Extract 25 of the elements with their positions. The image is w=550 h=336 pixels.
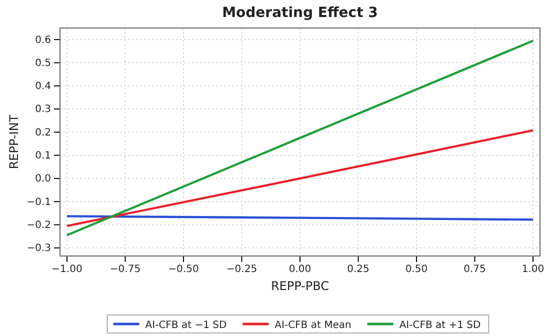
x-tick-label: 0.25 <box>347 264 370 276</box>
x-tick-label: 0.75 <box>464 264 486 276</box>
x-tick-label: −0.50 <box>168 264 199 276</box>
x-tick-label: −0.75 <box>110 264 141 276</box>
y-tick-label: 0.0 <box>35 174 51 185</box>
chart-title: Moderating Effect 3 <box>222 5 378 21</box>
y-tick-label: 0.5 <box>35 58 51 69</box>
y-tick-label: −0.3 <box>26 243 51 254</box>
x-tick-label: −1.00 <box>52 264 82 276</box>
y-tick-label: 0.1 <box>35 150 51 162</box>
x-tick-label: 0.50 <box>405 264 428 276</box>
legend-label: AI-CFB at −1 SD <box>145 320 227 331</box>
y-tick-label: 0.2 <box>35 127 51 138</box>
x-axis-title: REPP-PBC <box>270 279 330 293</box>
y-tick-label: 0.6 <box>35 34 51 46</box>
y-axis-title: REPP-INT <box>7 114 21 170</box>
legend-label: AI-CFB at Mean <box>274 320 352 331</box>
x-tick-label: −0.25 <box>226 264 258 276</box>
y-tick-label: 0.4 <box>35 81 51 92</box>
y-tick-label: −0.1 <box>26 196 51 208</box>
y-tick-label: 0.3 <box>35 104 51 116</box>
x-tick-label: 0.00 <box>288 264 312 276</box>
x-tick-label: 1.00 <box>522 264 544 276</box>
y-tick-label: −0.2 <box>26 220 51 231</box>
legend-label: AI-CFB at +1 SD <box>399 320 481 331</box>
